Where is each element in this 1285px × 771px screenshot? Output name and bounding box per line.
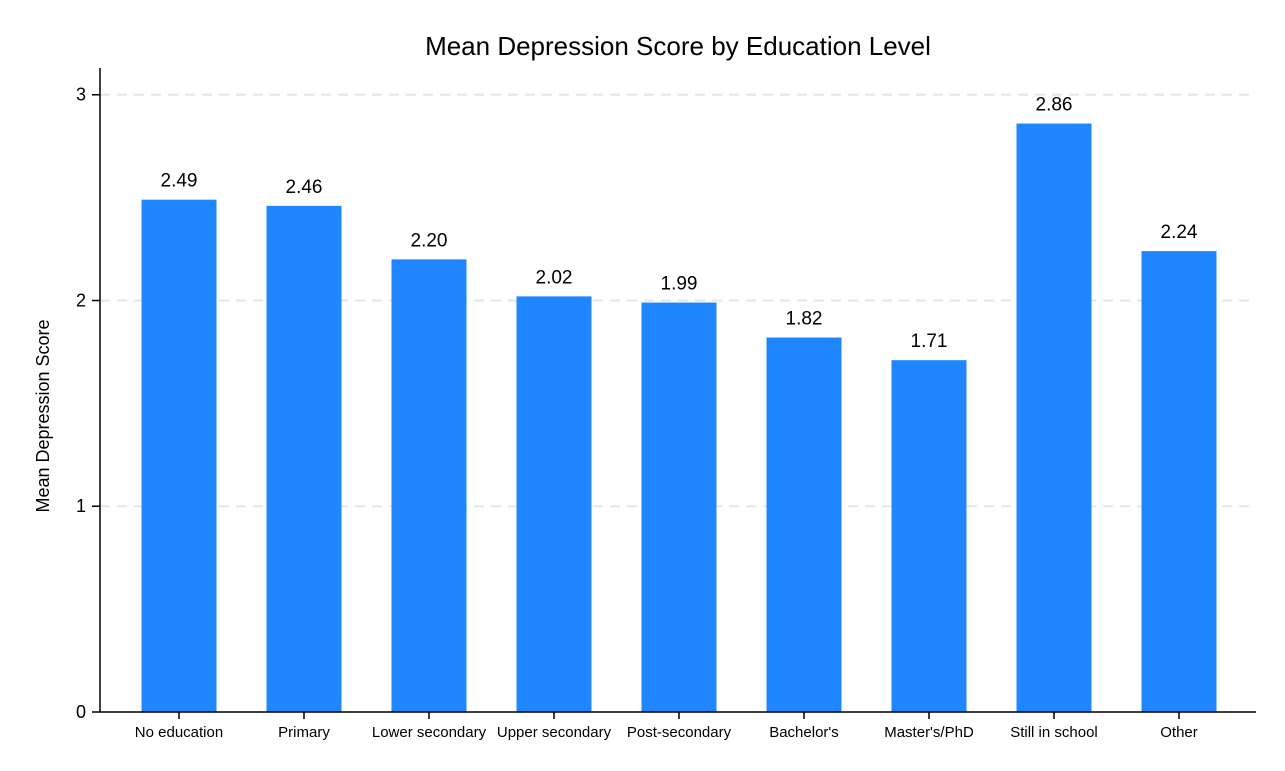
bar — [516, 296, 592, 712]
x-tick-label: Still in school — [1010, 724, 1098, 741]
bar — [891, 360, 967, 712]
x-tick-label: Lower secondary — [372, 724, 487, 741]
y-tick-label: 0 — [76, 702, 86, 722]
bar — [1016, 123, 1092, 712]
value-labels: 2.49 2.46 2.20 2.02 1.99 1.82 1.71 2.86 2.24 — [161, 95, 1198, 353]
y-tick-label: 2 — [76, 290, 86, 310]
bar-value-label: 2.49 — [161, 171, 198, 192]
bar — [641, 302, 717, 712]
bars — [141, 123, 1217, 713]
bar — [766, 337, 842, 712]
bar-value-label: 1.71 — [911, 331, 948, 352]
bar-value-label: 2.24 — [1161, 222, 1198, 243]
bar — [141, 199, 217, 712]
y-tick-label: 1 — [76, 496, 86, 516]
x-axis-ticks: No education Primary Lower secondary Upper … — [135, 712, 1198, 741]
bar-value-label: 1.82 — [786, 309, 823, 330]
y-tick-label: 3 — [76, 85, 86, 105]
x-tick-label: Post-secondary — [627, 724, 732, 741]
bar — [266, 205, 342, 713]
x-tick-label: Upper secondary — [497, 724, 612, 741]
chart-title: Mean Depression Score by Education Level — [425, 31, 931, 61]
bar — [391, 259, 467, 712]
x-tick-label: Primary — [278, 724, 330, 741]
y-axis-ticks: 0 1 2 3 — [76, 85, 100, 722]
y-axis-label: Mean Depression Score — [33, 319, 53, 512]
x-tick-label: No education — [135, 724, 223, 741]
x-tick-label: Other — [1160, 724, 1198, 741]
bar-value-label: 2.86 — [1036, 95, 1073, 116]
bar-value-label: 2.02 — [536, 267, 573, 288]
x-tick-label: Master's/PhD — [884, 724, 974, 741]
x-tick-label: Bachelor's — [769, 724, 839, 741]
bar-value-label: 2.46 — [286, 177, 323, 198]
bar-value-label: 1.99 — [661, 274, 698, 295]
bar — [1141, 251, 1217, 712]
bar-value-label: 2.20 — [411, 230, 448, 251]
